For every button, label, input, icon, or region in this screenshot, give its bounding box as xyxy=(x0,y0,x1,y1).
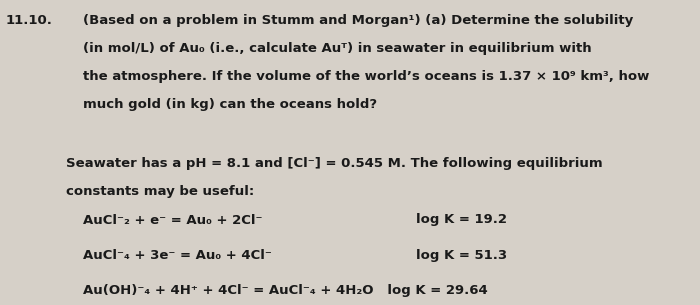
Text: the atmosphere. If the volume of the world’s oceans is 1.37 × 10⁹ km³, how: the atmosphere. If the volume of the wor… xyxy=(83,70,649,83)
Text: log K = 51.3: log K = 51.3 xyxy=(416,249,508,262)
Text: log K = 19.2: log K = 19.2 xyxy=(416,214,508,227)
Text: Seawater has a pH = 8.1 and [Cl⁻] = 0.545 M. The following equilibrium: Seawater has a pH = 8.1 and [Cl⁻] = 0.54… xyxy=(66,157,603,170)
Text: (in mol/L) of Au₀ (i.e., calculate Auᵀ) in seawater in equilibrium with: (in mol/L) of Au₀ (i.e., calculate Auᵀ) … xyxy=(83,42,592,55)
Text: Au(OH)⁻₄ + 4H⁺ + 4Cl⁻ = AuCl⁻₄ + 4H₂O   log K = 29.64: Au(OH)⁻₄ + 4H⁺ + 4Cl⁻ = AuCl⁻₄ + 4H₂O lo… xyxy=(83,284,487,297)
Text: AuCl⁻₂ + e⁻ = Au₀ + 2Cl⁻: AuCl⁻₂ + e⁻ = Au₀ + 2Cl⁻ xyxy=(83,214,262,227)
Text: AuCl⁻₄ + 3e⁻ = Au₀ + 4Cl⁻: AuCl⁻₄ + 3e⁻ = Au₀ + 4Cl⁻ xyxy=(83,249,272,262)
Text: (Based on a problem in Stumm and Morgan¹) (a) Determine the solubility: (Based on a problem in Stumm and Morgan¹… xyxy=(83,14,633,27)
Text: constants may be useful:: constants may be useful: xyxy=(66,185,255,198)
Text: 11.10.: 11.10. xyxy=(6,14,53,27)
Text: much gold (in kg) can the oceans hold?: much gold (in kg) can the oceans hold? xyxy=(83,98,377,111)
